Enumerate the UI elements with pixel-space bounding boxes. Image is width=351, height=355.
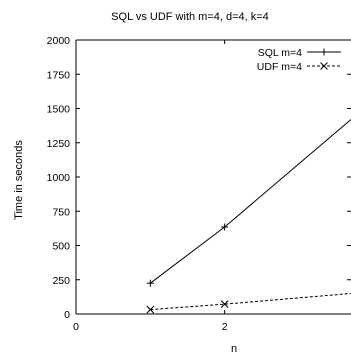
- series-layer: [146, 119, 351, 314]
- legend: SQL m=4 UDF m=4: [257, 47, 341, 73]
- y-tick-label: 0: [64, 309, 70, 321]
- chart-title: SQL vs UDF with m=4, d=4, k=4: [111, 11, 269, 23]
- data-point: [221, 223, 229, 231]
- y-tick-label: 500: [52, 241, 70, 253]
- point-marker-d2: [220, 300, 229, 308]
- point-marker-d2: [146, 305, 155, 314]
- series-0: [146, 119, 351, 287]
- ticks: 0 250 500 750 1000 1250 1500 1750 2000 0 2: [47, 35, 351, 333]
- y-tick-label: 2000: [47, 35, 71, 47]
- legend-label-0: SQL m=4: [258, 47, 302, 59]
- y-tick-label: 250: [52, 275, 70, 287]
- y-tick-label: 750: [52, 206, 70, 218]
- axes: [75, 39, 351, 315]
- data-point: [220, 300, 229, 308]
- x-tick-label: 2: [222, 321, 228, 333]
- y-tick-label: 1500: [47, 104, 71, 116]
- y-axis-label: Time in seconds: [13, 140, 25, 220]
- data-point: [146, 279, 154, 287]
- x-tick-label: 0: [73, 321, 79, 333]
- legend-label-1: UDF m=4: [257, 61, 302, 73]
- series-1: [146, 292, 351, 314]
- series-line-0: [150, 119, 351, 284]
- y-tick-label: 1750: [47, 69, 71, 81]
- legend-marker-0: [320, 48, 328, 56]
- y-tick-label: 1250: [47, 138, 71, 150]
- y-tick-label: 1000: [47, 172, 71, 184]
- point-marker-d2: [320, 62, 328, 70]
- x-axis-label: n: [231, 343, 237, 355]
- data-point: [146, 305, 155, 314]
- series-line-1: [150, 292, 351, 311]
- legend-marker-1: [320, 62, 328, 70]
